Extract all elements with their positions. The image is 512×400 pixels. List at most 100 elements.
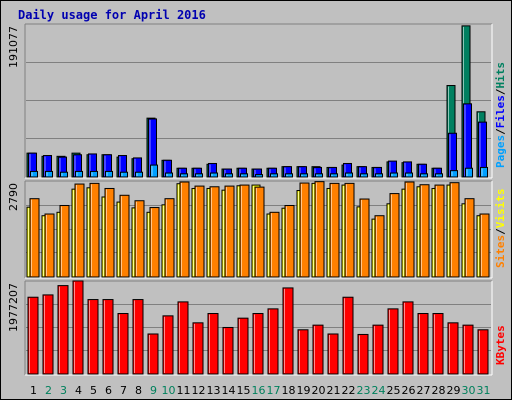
- day-label-13: 13: [207, 384, 221, 397]
- bar-pages-day-14: [225, 173, 233, 178]
- bar-kbytes-day-5: [87, 299, 99, 375]
- bar-sites-day-4: [74, 183, 85, 278]
- bar-kbytes-day-6: [102, 299, 114, 375]
- bar-kbytes-day-20: [312, 324, 324, 375]
- bar-pages-day-16: [255, 174, 263, 178]
- bar-sites-day-27: [419, 184, 430, 278]
- bar-kbytes-day-10: [162, 315, 174, 375]
- day-label-9: 9: [150, 384, 157, 397]
- day-label-10: 10: [162, 384, 176, 397]
- day-label-26: 26: [402, 384, 416, 397]
- legend-part-1: /: [494, 228, 507, 235]
- bar-kbytes-day-19: [297, 329, 309, 375]
- day-label-19: 19: [297, 384, 311, 397]
- day-label-6: 6: [105, 384, 112, 397]
- bar-kbytes-day-8: [132, 299, 144, 375]
- bar-kbytes-day-21: [327, 333, 339, 375]
- bar-sites-day-28: [434, 184, 445, 278]
- bar-sites-day-5: [89, 182, 100, 278]
- bar-sites-day-18: [284, 204, 295, 278]
- day-label-1: 1: [30, 384, 37, 397]
- bar-kbytes-day-16: [252, 313, 264, 375]
- day-label-16: 16: [252, 384, 266, 397]
- bar-sites-day-16: [254, 186, 265, 278]
- bar-sites-day-13: [209, 186, 220, 278]
- bar-sites-day-7: [119, 194, 130, 278]
- bar-sites-day-25: [389, 193, 400, 278]
- bar-pages-day-8: [135, 171, 143, 178]
- day-label-20: 20: [312, 384, 326, 397]
- bar-sites-day-2: [44, 213, 55, 278]
- legend-part-0: Sites: [494, 235, 507, 268]
- bar-sites-day-22: [344, 182, 355, 278]
- legend-kbytes: KBytes: [494, 325, 507, 365]
- bar-sites-day-8: [134, 200, 145, 278]
- day-label-7: 7: [120, 384, 127, 397]
- day-label-15: 15: [237, 384, 251, 397]
- bar-kbytes-day-24: [372, 324, 384, 375]
- bar-sites-day-14: [224, 185, 235, 278]
- max-label-sites-visits: 2790: [7, 183, 20, 211]
- bar-sites-day-15: [239, 184, 250, 278]
- bar-pages-day-29: [450, 170, 458, 178]
- bar-pages-day-30: [465, 167, 473, 178]
- bar-kbytes-day-28: [432, 313, 444, 375]
- bar-sites-day-12: [194, 185, 205, 278]
- bar-sites-day-6: [104, 187, 115, 278]
- legend-sites-visits: Sites/Visits: [494, 189, 507, 269]
- bar-sites-day-31: [479, 213, 490, 278]
- max-label-kbytes: 1977207: [7, 283, 20, 332]
- bar-pages-day-4: [75, 170, 83, 178]
- bar-kbytes-day-1: [27, 296, 39, 375]
- day-label-18: 18: [282, 384, 296, 397]
- bar-pages-day-22: [345, 172, 353, 178]
- day-label-17: 17: [267, 384, 281, 397]
- bar-kbytes-day-3: [57, 285, 69, 375]
- bar-sites-day-29: [449, 182, 460, 278]
- bar-sites-day-24: [374, 215, 385, 278]
- bar-kbytes-day-27: [417, 313, 429, 375]
- bar-kbytes-day-2: [42, 294, 54, 375]
- bar-pages-day-6: [105, 170, 113, 178]
- legend-part-3: /: [494, 88, 507, 95]
- legend-part-2: Visits: [494, 189, 507, 229]
- bar-kbytes-day-7: [117, 313, 129, 375]
- bar-pages-day-13: [210, 172, 218, 178]
- bar-pages-day-31: [480, 166, 488, 178]
- bar-sites-day-30: [464, 198, 475, 278]
- bar-kbytes-day-25: [387, 308, 399, 375]
- day-label-28: 28: [432, 384, 446, 397]
- day-label-27: 27: [417, 384, 431, 397]
- bar-pages-day-17: [270, 173, 278, 178]
- bar-kbytes-day-26: [402, 301, 414, 375]
- bar-pages-day-10: [165, 172, 173, 178]
- bar-pages-day-25: [390, 172, 398, 178]
- bar-kbytes-day-30: [462, 324, 474, 375]
- bar-pages-day-1: [30, 170, 38, 178]
- bar-sites-day-20: [314, 181, 325, 278]
- bar-sites-day-26: [404, 181, 415, 278]
- bar-pages-day-23: [360, 173, 368, 178]
- bar-kbytes-day-13: [207, 313, 219, 375]
- bar-pages-day-3: [60, 171, 68, 178]
- day-label-3: 3: [60, 384, 67, 397]
- legend-part-0: Pages: [494, 135, 507, 168]
- day-label-2: 2: [45, 384, 52, 397]
- bar-sites-day-9: [149, 207, 160, 278]
- day-label-5: 5: [90, 384, 97, 397]
- day-label-21: 21: [327, 384, 341, 397]
- bar-pages-day-21: [330, 173, 338, 178]
- day-label-24: 24: [372, 384, 386, 397]
- bar-kbytes-day-4: [72, 280, 84, 375]
- bar-pages-day-19: [300, 173, 308, 178]
- day-label-29: 29: [447, 384, 461, 397]
- bar-pages-day-27: [420, 173, 428, 178]
- day-label-31: 31: [477, 384, 491, 397]
- legend-part-2: Files: [494, 95, 507, 128]
- bar-sites-day-10: [164, 198, 175, 278]
- bar-sites-day-3: [59, 204, 70, 278]
- bar-sites-day-23: [359, 198, 370, 278]
- bar-sites-day-19: [299, 182, 310, 278]
